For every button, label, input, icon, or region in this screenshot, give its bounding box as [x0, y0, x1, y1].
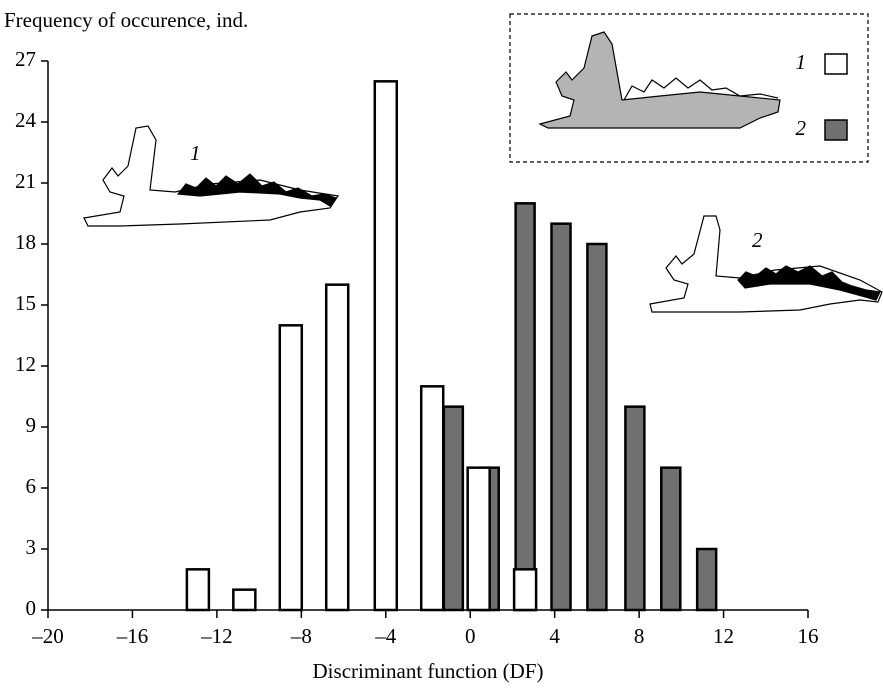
bar [695, 547, 718, 612]
x-tick-label: 0 [465, 624, 476, 648]
illustration-label: 1 [190, 141, 201, 165]
bar [232, 588, 257, 612]
legend: 12 [796, 50, 848, 141]
y-tick-label: 15 [15, 291, 36, 315]
bar [514, 202, 536, 612]
bar [419, 385, 445, 612]
bar [624, 405, 646, 612]
x-tick-label: 16 [798, 624, 819, 648]
y-axis-label: Frequency of occurence, ind. [4, 8, 248, 32]
y-tick-label: 21 [15, 169, 36, 193]
y-tick-label: 27 [15, 47, 36, 71]
x-tick-label: –20 [31, 624, 64, 648]
bar [442, 405, 465, 612]
y-tick-label: 3 [26, 535, 37, 559]
x-axis-label: Discriminant function (DF) [313, 659, 544, 683]
illustration-2 [649, 215, 883, 313]
bar [512, 568, 538, 612]
bar [550, 222, 572, 612]
y-tick-label: 12 [15, 352, 36, 376]
x-tick-label: –8 [290, 624, 312, 648]
y-tick-label: 24 [15, 108, 37, 132]
illustration-1 [83, 125, 340, 227]
x-tick-label: –12 [200, 624, 233, 648]
x-tick-label: 4 [549, 624, 560, 648]
legend-illustration [538, 31, 781, 129]
legend-swatch [824, 119, 848, 141]
legend-swatch [824, 53, 848, 75]
y-tick-label: 18 [15, 230, 36, 254]
bar [586, 242, 608, 612]
x-tick-label: 8 [634, 624, 645, 648]
bar [324, 283, 350, 612]
bar [278, 324, 304, 612]
bar [466, 466, 491, 612]
x-tick-label: –4 [374, 624, 397, 648]
illustration-label: 2 [752, 228, 763, 252]
y-tick-label: 0 [26, 596, 37, 620]
x-tick-label: –16 [116, 624, 149, 648]
bar [660, 466, 682, 612]
y-tick-label: 9 [26, 413, 37, 437]
bar [373, 80, 399, 612]
bar [185, 568, 211, 612]
legend-label: 1 [796, 50, 807, 74]
legend-label: 2 [796, 116, 807, 140]
x-tick-label: 12 [713, 624, 734, 648]
y-tick-label: 6 [26, 474, 37, 498]
